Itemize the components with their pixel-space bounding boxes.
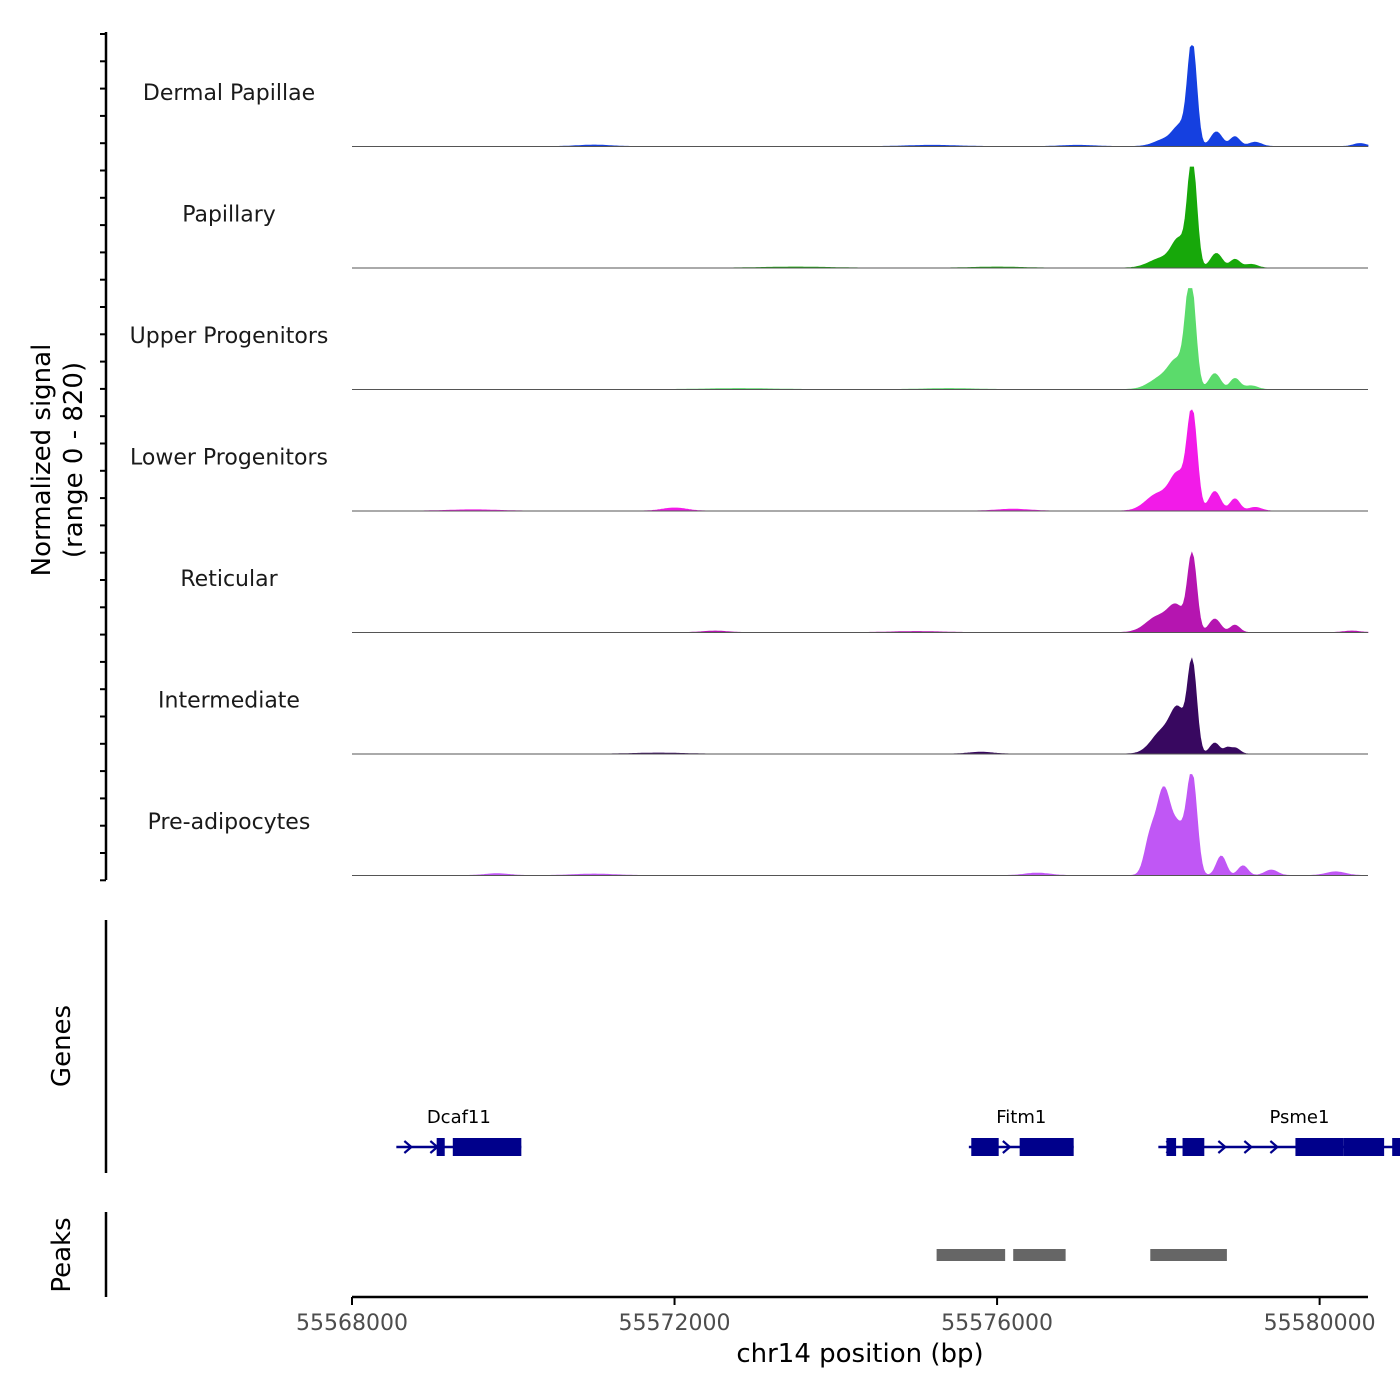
track-label: Intermediate: [158, 689, 300, 714]
gene-dcaf11: Dcaf11: [396, 1107, 522, 1156]
peak-region: [936, 1249, 1006, 1261]
x-tick-label: 55576000: [941, 1311, 1053, 1336]
track-signal-area: [352, 551, 1369, 633]
gene-exon: [452, 1138, 522, 1156]
track-label: Papillary: [182, 203, 276, 228]
y-axis-title-line1: Normalized signal: [27, 344, 57, 577]
gene-exon: [1182, 1138, 1205, 1156]
track-signal-area: [352, 774, 1368, 876]
x-axis-title: chr14 position (bp): [736, 1339, 983, 1369]
peak-region: [1150, 1249, 1227, 1261]
track-signal-area: [352, 657, 1368, 755]
x-axis: chr14 position (bp) 55568000 55572000 5557…: [296, 1295, 1376, 1369]
track-label: Pre-adipocytes: [148, 810, 311, 835]
gene-exon: [1019, 1138, 1074, 1156]
track-label: Lower Progenitors: [130, 446, 328, 471]
gene-exon: [436, 1138, 445, 1156]
signal-tracks: Dermal Papillae Papillary Upper Progenitor…: [100, 32, 1369, 882]
gene-exon: [1295, 1138, 1344, 1156]
track-label: Upper Progenitors: [130, 324, 329, 349]
gene-strand-arrow: [403, 1140, 414, 1154]
genes-panel: Genes Dcaf11Fitm1Psme1Emc9: [47, 920, 1400, 1173]
peaks-panel: Peaks: [47, 1212, 1227, 1297]
y-axis-title: Normalized signal (range 0 - 820): [27, 344, 89, 577]
gene-strand-arrow: [1217, 1140, 1228, 1154]
genes-title: Genes: [47, 1005, 77, 1087]
track-signal-area: [352, 44, 1369, 147]
track-lower-progenitors: Lower Progenitors: [130, 409, 1368, 512]
x-tick-label: 55572000: [619, 1311, 731, 1336]
track-label: Reticular: [180, 567, 278, 592]
gene-label: Dcaf11: [427, 1107, 491, 1128]
peak-region: [1013, 1249, 1066, 1261]
gene-psme1: Psme1: [1158, 1107, 1400, 1156]
peaks-title: Peaks: [47, 1217, 77, 1292]
gene-exon: [1343, 1138, 1385, 1156]
y-axis-title-line2: (range 0 - 820): [59, 362, 89, 558]
gene-exon: [971, 1138, 999, 1156]
track-dermal-papillae: Dermal Papillae: [143, 44, 1369, 147]
track-intermediate: Intermediate: [158, 657, 1368, 755]
gene-strand-arrow: [1243, 1140, 1254, 1154]
gene-strand-arrow: [1002, 1140, 1012, 1154]
gene-label: Psme1: [1269, 1107, 1329, 1128]
track-signal-area: [352, 166, 1368, 269]
gene-exon: [1166, 1138, 1177, 1156]
track-papillary: Papillary: [182, 166, 1368, 269]
track-upper-progenitors: Upper Progenitors: [130, 288, 1368, 390]
track-pre-adipocytes: Pre-adipocytes: [148, 774, 1368, 876]
track-signal-area: [352, 288, 1368, 390]
track-reticular: Reticular: [180, 551, 1369, 633]
gene-exon: [1392, 1138, 1400, 1156]
gene-strand-arrow: [1269, 1140, 1280, 1154]
x-tick-label: 55568000: [296, 1311, 408, 1336]
gene-fitm1: Fitm1: [968, 1107, 1074, 1156]
track-label: Dermal Papillae: [143, 81, 315, 106]
gene-label: Fitm1: [996, 1107, 1046, 1128]
x-tick-label: 55580000: [1264, 1311, 1376, 1336]
track-signal-area: [352, 409, 1368, 512]
